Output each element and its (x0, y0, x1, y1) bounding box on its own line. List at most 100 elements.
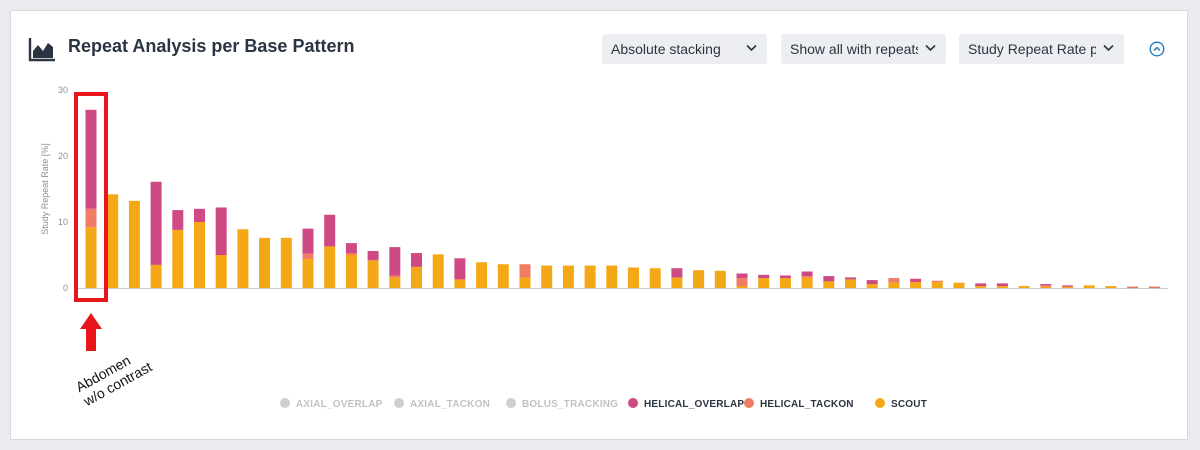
bar-segment-helical-overlap (996, 283, 1008, 287)
bar-segment-scout (779, 278, 791, 288)
bar-segment-scout (454, 279, 466, 288)
y-tick-label: 0 (63, 283, 68, 293)
bar-segment-scout (172, 229, 184, 288)
bar-segment-scout (367, 260, 379, 288)
metric-select[interactable]: Study Repeat Rate per (959, 34, 1124, 64)
bar-segment-helical-tackon (302, 253, 314, 259)
bar-segment-helical-overlap (866, 280, 878, 285)
bar-segment-scout (823, 281, 835, 288)
y-tick-label: 30 (58, 85, 68, 95)
bar-segment-helical-overlap (411, 253, 422, 267)
chart-legend: AXIAL_OVERLAP AXIAL_TACKON BOLUS_TRACKING H… (11, 395, 1187, 415)
bar-segment-helical-overlap (910, 278, 922, 283)
legend-swatch (394, 398, 404, 409)
legend-swatch (280, 398, 290, 409)
bar-segment-scout (1062, 286, 1073, 288)
bar-segment-scout (324, 246, 336, 288)
page-title: Repeat Analysis per Base Pattern (68, 36, 355, 56)
bar-segment-scout (758, 278, 770, 288)
bar-segment-scout (931, 282, 943, 288)
bar-segment-helical-overlap (823, 276, 835, 282)
bar-segment-scout (215, 255, 227, 288)
legend-label: BOLUS_TRACKING (522, 399, 619, 410)
legend-swatch (506, 398, 516, 409)
bar-segment-scout (693, 270, 705, 288)
bar-segment-scout (975, 286, 987, 288)
bar-segment-helical-overlap (454, 258, 466, 280)
bar-segment-scout (389, 277, 401, 288)
chevron-down-icon (746, 44, 757, 52)
bar-segment-helical-tackon (389, 275, 401, 278)
bar-segment-scout (736, 286, 748, 288)
bar-segment-helical-overlap (779, 275, 791, 279)
legend-item-helical-overlap[interactable]: HELICAL_OVERLAP (628, 395, 744, 415)
stacking-mode-value: Absolute stacking (611, 41, 721, 57)
legend-label: AXIAL_OVERLAP (296, 399, 383, 410)
legend-swatch (744, 398, 754, 409)
annotation-arrow-shaft (86, 327, 96, 351)
bar-segment-scout (584, 265, 596, 288)
chevron-down-icon (1103, 44, 1114, 52)
bar-segment-scout (497, 264, 509, 288)
filter-select[interactable]: Show all with repeats (781, 34, 946, 64)
legend-label: HELICAL_OVERLAP (644, 399, 745, 410)
bar-segment-scout (996, 286, 1008, 288)
bar-segment-scout (628, 267, 639, 288)
y-axis-label: Study Repeat Rate [%] (40, 143, 50, 235)
bar-segment-scout (259, 237, 271, 288)
bar-segment-helical-overlap (1148, 286, 1160, 288)
card-header: Repeat Analysis per Base Pattern Absolut… (11, 11, 1187, 81)
bar-segment-helical-overlap (215, 207, 227, 255)
bar-segment-scout (910, 282, 922, 288)
bar-segment-helical-tackon (888, 278, 900, 283)
bar-segment-helical-overlap (671, 268, 683, 278)
legend-item-bolus-tracking[interactable]: BOLUS_TRACKING (506, 395, 618, 415)
bar-segment-helical-overlap (85, 109, 97, 209)
legend-item-helical-tackon[interactable]: HELICAL_TACKON (744, 395, 854, 415)
bar-chart: 0 10 20 30 Study Repeat Rate [%] (40, 85, 1168, 351)
bar-segment-scout (1018, 286, 1030, 288)
bar-segment-helical-overlap (801, 271, 813, 277)
area-chart-icon (28, 38, 55, 62)
legend-swatch (628, 398, 638, 409)
bar-segment-scout (476, 262, 488, 288)
legend-item-axial-overlap[interactable]: AXIAL_OVERLAP (280, 395, 383, 415)
bar-segment-scout (107, 194, 119, 288)
bar-segment-scout (541, 265, 553, 288)
y-tick-label: 10 (58, 217, 68, 227)
bar-segment-helical-overlap (1127, 286, 1139, 288)
bar-segment-helical-overlap (150, 181, 162, 265)
bar-segment-scout (671, 277, 683, 288)
bar-segment-helical-overlap (324, 214, 336, 247)
bar-segment-helical-overlap (975, 283, 987, 287)
metric-value: Study Repeat Rate per (968, 41, 1096, 57)
bar-segment-helical-tackon (85, 208, 97, 228)
bar-segment-helical-overlap (1040, 284, 1052, 286)
bar-segment-scout (519, 277, 531, 288)
bar-segment-scout (562, 265, 574, 288)
legend-item-axial-tackon[interactable]: AXIAL_TACKON (394, 395, 490, 415)
bar-segment-helical-overlap (345, 243, 357, 254)
bar-segment-helical-overlap (845, 277, 856, 280)
collapse-icon[interactable] (1149, 41, 1165, 57)
bar-segment-scout (150, 264, 162, 288)
bar-segment-scout (1148, 287, 1160, 289)
bar-segment-scout (1127, 287, 1139, 289)
bar-segment-scout (85, 227, 97, 288)
bar-segment-helical-tackon (1040, 285, 1052, 287)
bar-segment-helical-tackon (736, 278, 748, 287)
bar-segment-helical-overlap (758, 274, 770, 279)
bar-segment-scout (194, 222, 205, 288)
bar-segment-helical-overlap (302, 228, 314, 254)
bar-segment-scout (1040, 286, 1052, 288)
bar-segment-scout (606, 265, 618, 288)
highlight-box (74, 92, 108, 302)
stacking-mode-select[interactable]: Absolute stacking (602, 34, 767, 64)
bar-segment-scout (801, 277, 813, 288)
legend-item-scout[interactable]: SCOUT (875, 395, 927, 415)
bar-segment-scout (128, 200, 140, 288)
legend-swatch (875, 398, 885, 409)
bar-segment-scout (280, 237, 292, 288)
chevron-down-icon (925, 44, 936, 52)
bar-segment-helical-overlap (172, 210, 184, 230)
